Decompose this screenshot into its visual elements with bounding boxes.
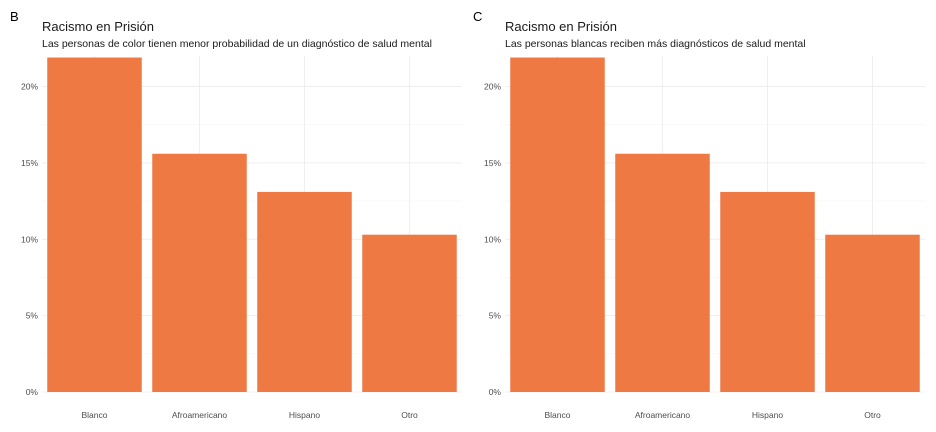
bar-afroamericano: [615, 153, 710, 392]
x-tick-label: Otro: [864, 410, 881, 420]
x-tick-label: Hispano: [752, 410, 783, 420]
y-tick-label: 0%: [489, 387, 502, 397]
y-tick-label: 5%: [489, 311, 502, 321]
bar-blanco: [510, 57, 605, 392]
bar-otro: [825, 234, 920, 392]
chart-title: Racismo en Prisión: [505, 19, 617, 34]
y-tick-label: 15%: [21, 158, 38, 168]
x-tick-label: Blanco: [545, 410, 571, 420]
y-tick-label: 20%: [484, 82, 501, 92]
bar-afroamericano: [152, 153, 247, 392]
y-tick-label: 10%: [484, 234, 501, 244]
chart-panel-b: B Racismo en Prisión Las personas de col…: [0, 0, 463, 432]
bar-chart-c: 0% 5% 10% 15% 20% Blanco Afroamericano Hispano O…: [484, 56, 925, 420]
x-tick-label: Otro: [401, 410, 418, 420]
bar-otro: [362, 234, 457, 392]
x-tick-label: Hispano: [289, 410, 320, 420]
x-tick-label: Afroamericano: [172, 410, 228, 420]
y-tick-label: 15%: [484, 158, 501, 168]
panel-tag: C: [473, 9, 483, 24]
y-tick-label: 5%: [26, 311, 39, 321]
chart-subtitle: Las personas blancas reciben más diagnós…: [505, 38, 806, 50]
chart-panel-c: C Racismo en Prisión Las personas blanca…: [463, 0, 936, 432]
y-tick-label: 0%: [26, 387, 39, 397]
x-tick-label: Afroamericano: [635, 410, 691, 420]
bar-blanco: [47, 57, 142, 392]
bar-hispano: [257, 191, 352, 392]
y-tick-label: 10%: [21, 234, 38, 244]
panel-tag: B: [10, 9, 19, 24]
bar-hispano: [720, 191, 815, 392]
y-tick-label: 20%: [21, 82, 38, 92]
bar-chart-b: 0% 5% 10% 15% 20% Blanco Afroamericano Hispano O…: [21, 56, 462, 420]
chart-subtitle: Las personas de color tienen menor proba…: [42, 38, 432, 50]
chart-title: Racismo en Prisión: [42, 19, 154, 34]
x-tick-label: Blanco: [82, 410, 108, 420]
